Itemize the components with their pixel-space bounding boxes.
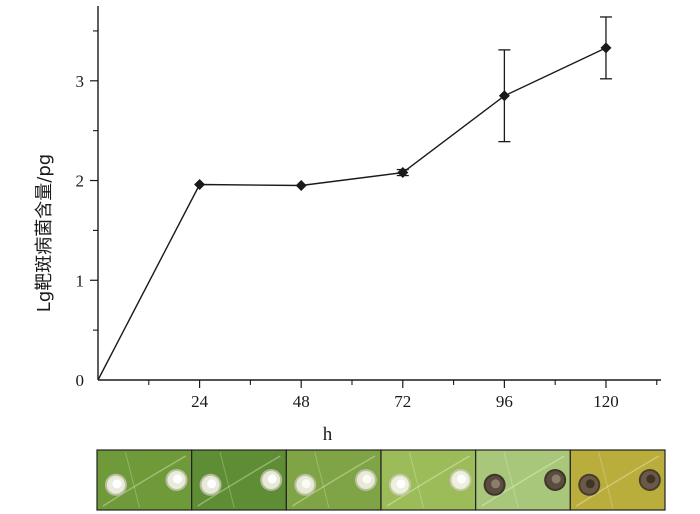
spot-center — [301, 479, 311, 489]
spot-center — [112, 479, 122, 489]
leaf-vein — [503, 451, 519, 509]
leaf-vein — [291, 455, 376, 507]
y-tick-label: 2 — [76, 172, 85, 191]
y-tick-label: 0 — [76, 371, 85, 390]
spot-center — [362, 474, 372, 484]
data-point — [600, 42, 612, 54]
leaf-panel — [475, 449, 571, 511]
data-point — [295, 180, 307, 192]
y-axis-title: Lg靶斑病菌含量/pg — [34, 154, 55, 312]
x-tick-label: 120 — [593, 392, 619, 411]
axes: 0 1 2 3 24 48 72 96 120 — [76, 6, 661, 411]
x-tick-label: 48 — [293, 392, 310, 411]
spot-center — [551, 474, 561, 484]
data-point — [194, 179, 206, 191]
data-point — [498, 90, 510, 102]
y-tick-label: 3 — [76, 72, 85, 91]
leaf-vein — [481, 455, 565, 507]
leaf-panel — [569, 449, 666, 511]
spot-center — [585, 479, 595, 489]
series-line-path — [97, 47, 607, 381]
spot-center — [646, 474, 656, 484]
leaf-vein — [102, 455, 187, 507]
spot-center — [396, 479, 406, 489]
leaf-vein — [598, 451, 614, 509]
data-point — [397, 167, 409, 179]
x-tick-label: 72 — [394, 392, 411, 411]
leaf-photo-strip — [96, 449, 666, 511]
spot-center — [173, 474, 183, 484]
spot-center — [491, 479, 501, 489]
spot-center — [267, 474, 277, 484]
x-tick-label: 24 — [191, 392, 209, 411]
leaf-vein — [386, 455, 471, 507]
leaf-panel — [285, 449, 382, 511]
leaf-vein — [408, 451, 425, 509]
leaf-panel — [191, 449, 287, 511]
leaf-panel — [380, 449, 477, 511]
leaf-vein — [314, 451, 330, 509]
leaf-vein — [124, 451, 141, 509]
spot-center — [207, 479, 217, 489]
leaf-vein — [575, 455, 660, 507]
spot-center — [457, 474, 467, 484]
leaf-panel — [96, 449, 193, 511]
series-line — [97, 47, 607, 381]
data-markers — [194, 42, 612, 192]
leaf-vein — [197, 455, 281, 507]
leaf-vein — [219, 451, 235, 509]
x-axis-title: h — [323, 424, 333, 445]
x-tick-label: 96 — [496, 392, 513, 411]
y-tick-label: 1 — [76, 271, 85, 290]
